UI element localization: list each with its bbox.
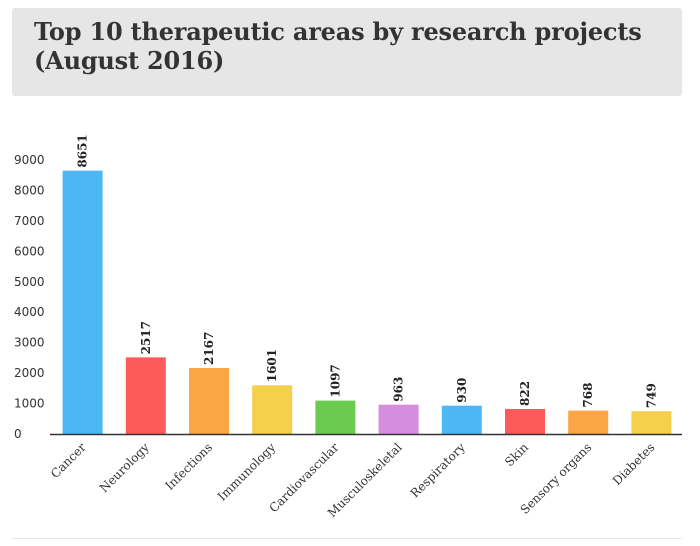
x-tick-label: Immunology bbox=[215, 440, 279, 504]
bar bbox=[315, 400, 356, 434]
value-label: 768 bbox=[581, 383, 595, 408]
chart-title-line-1: Top 10 therapeutic areas by research pro… bbox=[34, 17, 642, 46]
y-tick-label: 7000 bbox=[14, 214, 45, 228]
y-tick-label: 2000 bbox=[14, 366, 45, 380]
bar bbox=[631, 411, 672, 434]
bar bbox=[568, 410, 609, 434]
chart-title-box: Top 10 therapeutic areas by research pro… bbox=[12, 8, 682, 96]
value-label: 2517 bbox=[139, 321, 153, 354]
bottom-divider bbox=[12, 538, 682, 539]
bar bbox=[505, 408, 545, 434]
bar bbox=[125, 357, 166, 434]
value-label: 963 bbox=[392, 377, 406, 402]
x-tick-label: Cancer bbox=[48, 440, 89, 481]
x-tick-label: Respiratory bbox=[408, 440, 468, 500]
y-tick-label: 6000 bbox=[14, 244, 45, 258]
value-label: 8651 bbox=[76, 134, 90, 167]
bar bbox=[378, 404, 419, 434]
y-tick-label: 4000 bbox=[14, 305, 45, 319]
y-tick-label: 8000 bbox=[14, 183, 45, 197]
y-tick-label: 9000 bbox=[14, 153, 45, 167]
value-label: 1601 bbox=[265, 349, 279, 382]
chart-title: Top 10 therapeutic areas by research pro… bbox=[34, 17, 682, 75]
bar bbox=[189, 368, 229, 434]
chart-title-line-2: (August 2016) bbox=[34, 46, 225, 75]
bar bbox=[441, 405, 482, 434]
y-tick-label: 5000 bbox=[14, 275, 45, 289]
x-tick-label: Skin bbox=[502, 440, 531, 469]
x-tick-label: Infections bbox=[162, 440, 215, 493]
value-label: 1097 bbox=[328, 364, 342, 397]
bar bbox=[252, 385, 293, 434]
y-tick-label: 1000 bbox=[14, 397, 45, 411]
value-label: 2167 bbox=[202, 332, 216, 365]
value-label: 930 bbox=[455, 378, 469, 403]
x-tick-label: Neurology bbox=[97, 440, 152, 495]
y-tick-label: 3000 bbox=[14, 336, 45, 350]
y-tick-label: 0 bbox=[14, 427, 22, 441]
value-label: 822 bbox=[518, 381, 532, 406]
bar bbox=[62, 170, 103, 434]
bar-chart: 0 1000 2000 3000 4000 5000 6000 7000 8000 9000 865… bbox=[14, 134, 682, 520]
value-label: 749 bbox=[644, 383, 658, 408]
x-tick-label: Diabetes bbox=[610, 440, 658, 488]
